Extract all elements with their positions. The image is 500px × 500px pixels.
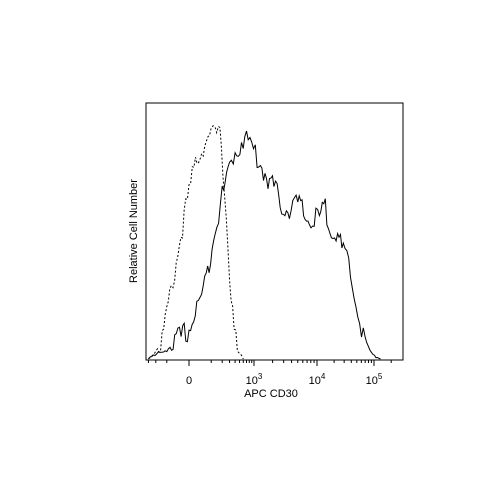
- x-tick-label-0: 0: [186, 375, 192, 387]
- x-axis-label: APC CD30: [244, 388, 298, 400]
- x-tick-label-1: 103: [246, 372, 263, 387]
- plot-frame: [145, 102, 404, 361]
- series-layer: [148, 125, 381, 360]
- series-dashed-line: [148, 125, 244, 360]
- series-solid-line: [148, 130, 381, 360]
- y-axis-label: Relative Cell Number: [128, 179, 140, 283]
- x-tick-label-3: 105: [366, 372, 383, 387]
- x-axis-ticks: [147, 360, 392, 366]
- x-tick-label-2: 104: [309, 372, 326, 387]
